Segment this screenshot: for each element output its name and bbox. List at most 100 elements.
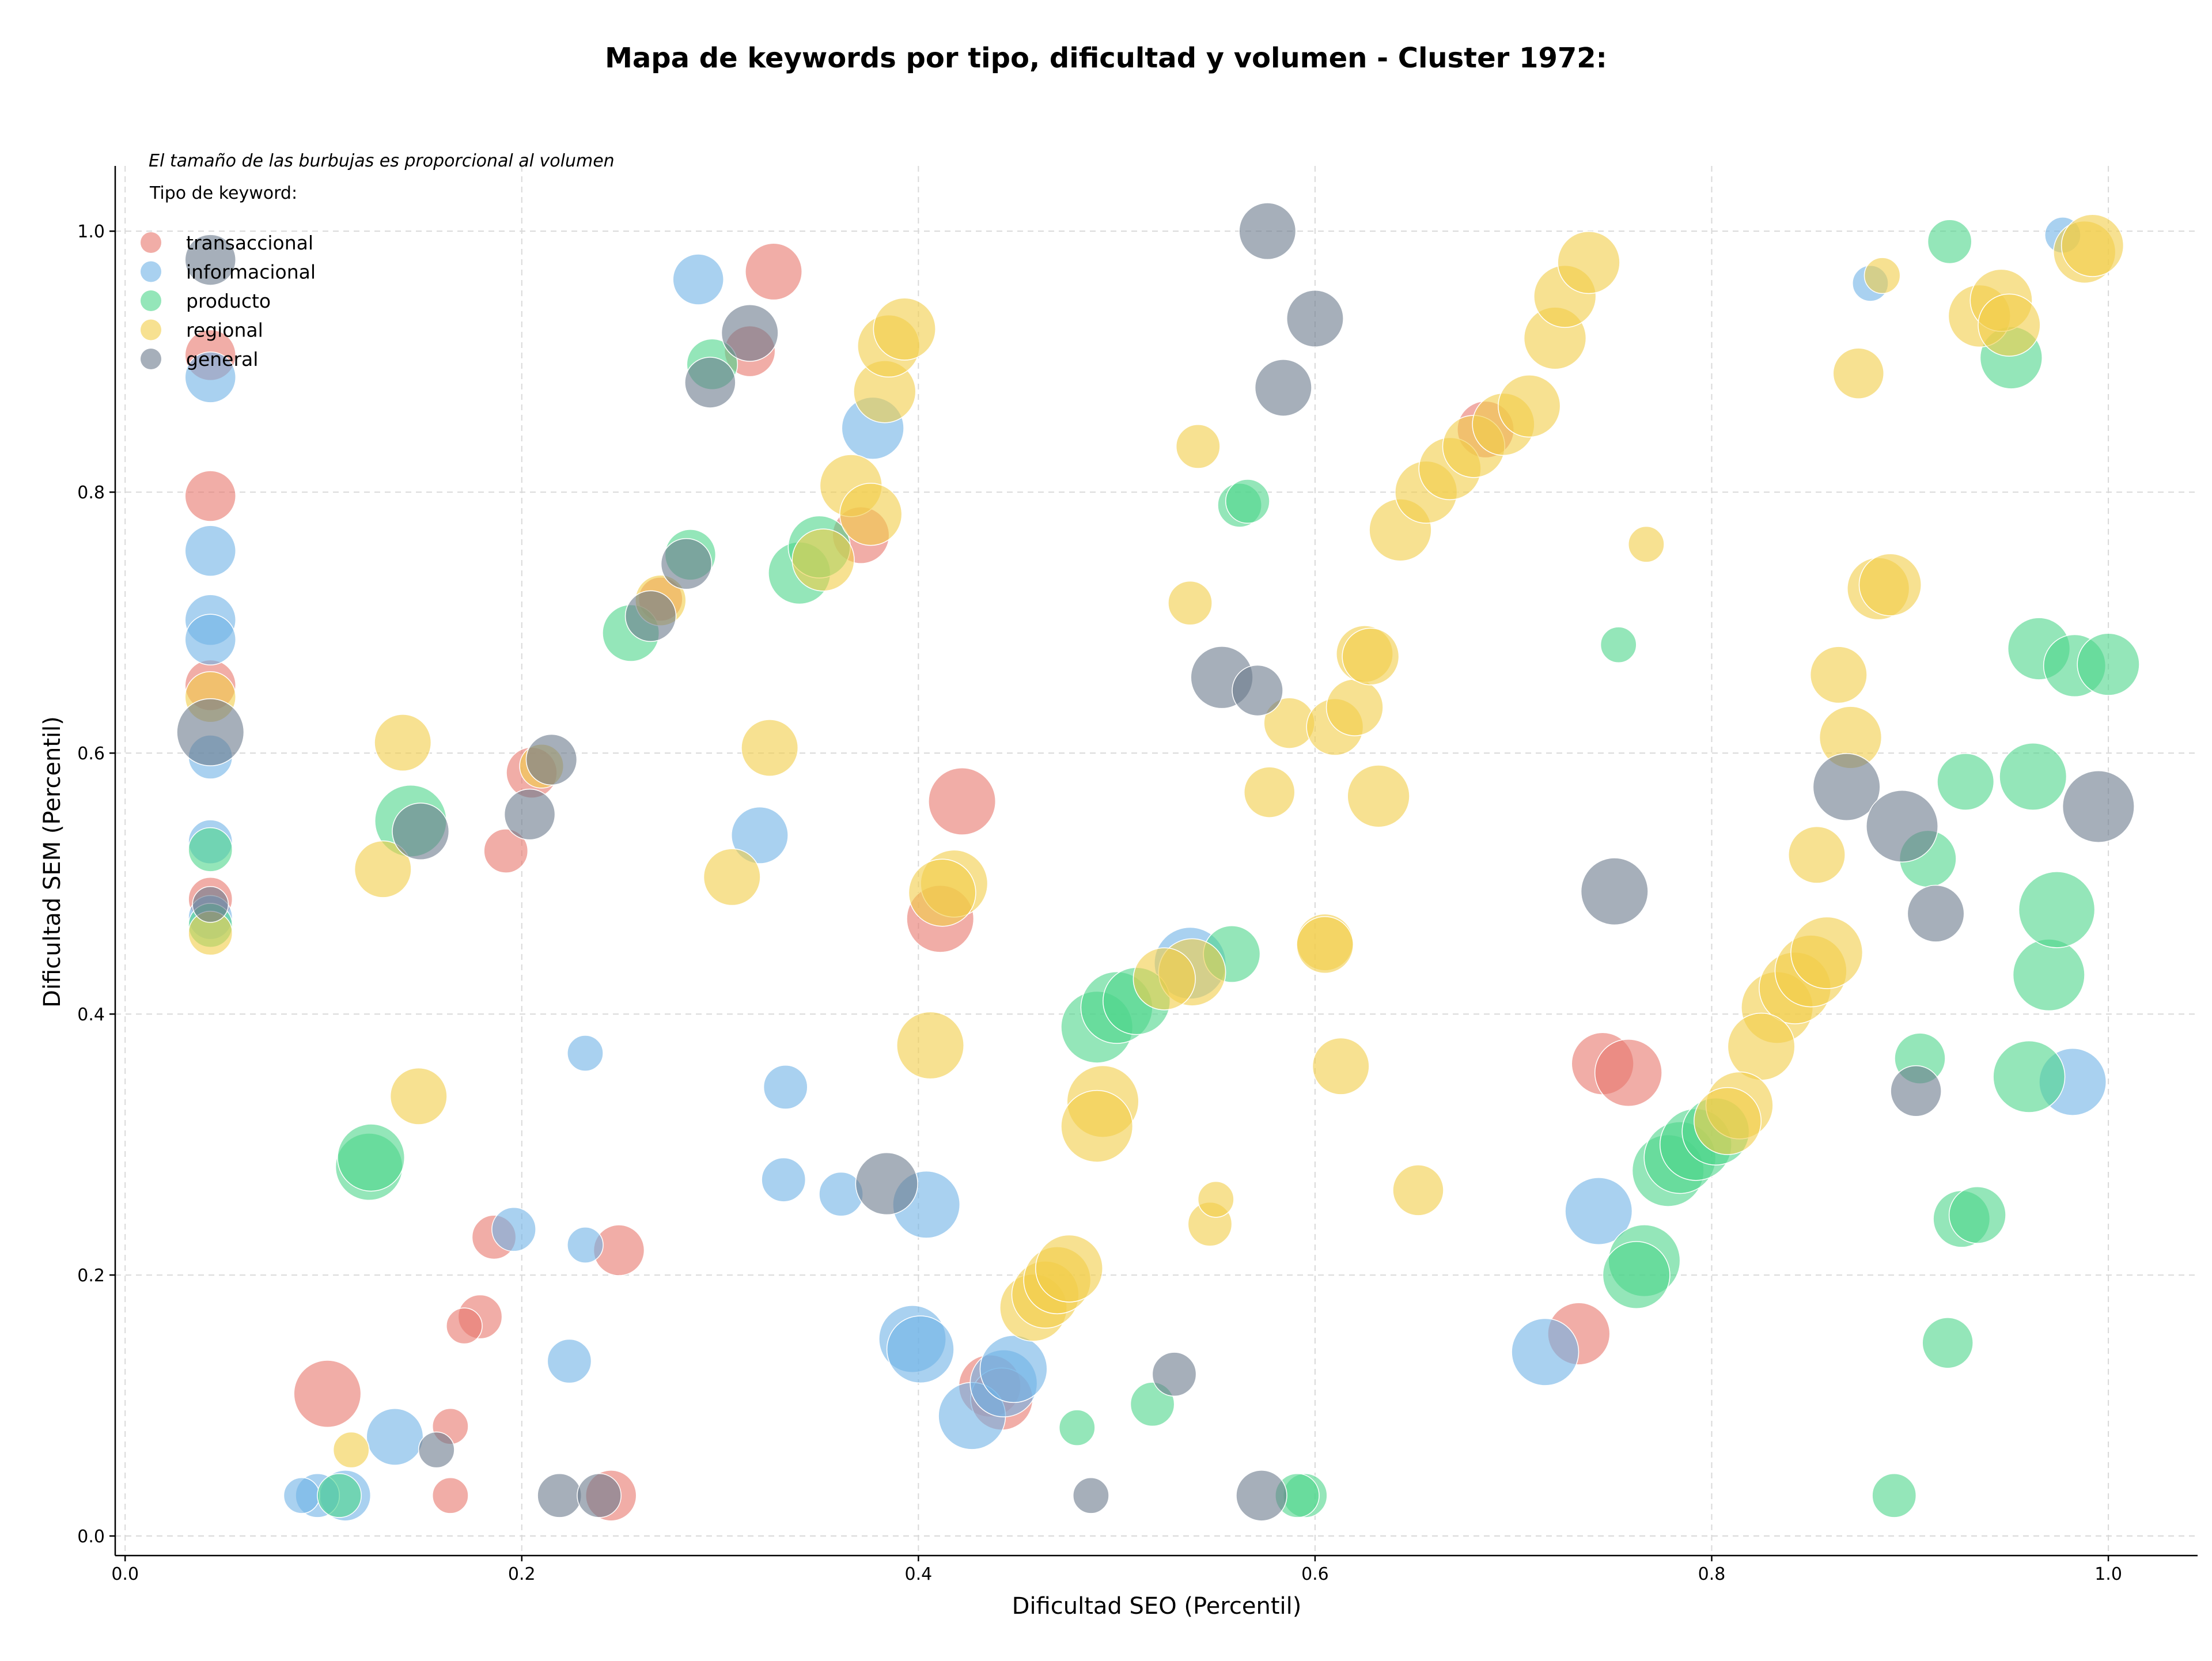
bubble-informacional (567, 1035, 604, 1072)
bubble-producto (1872, 1473, 1917, 1518)
bubble-general (577, 1473, 622, 1518)
bubble-transaccional (745, 243, 802, 301)
x-tick-label: 0.0 (111, 1564, 139, 1584)
bubble-producto (1993, 1040, 2066, 1113)
bubble-transaccional (928, 767, 997, 835)
bubble-general (192, 886, 229, 923)
bubble-regional (1809, 646, 1868, 704)
bubble-informacional (761, 1157, 806, 1202)
legend-label-transaccional: transaccional (186, 232, 313, 254)
bubble-producto (2077, 633, 2140, 696)
bubble-general (537, 1473, 582, 1518)
bubble-producto (1058, 1409, 1096, 1446)
bubble-general (1073, 1477, 1109, 1514)
bubble-general (1907, 884, 1965, 943)
chart-title: Mapa de keywords por tipo, dificultad y … (605, 42, 1607, 74)
bubble-regional (1727, 1012, 1796, 1081)
bubble-producto (317, 1473, 362, 1518)
y-tick-label: 0.2 (77, 1266, 105, 1286)
y-axis-label: Dificultad SEM (Percentil) (39, 716, 66, 1008)
bubble-regional (1498, 374, 1561, 438)
bubble-regional (1858, 553, 1922, 616)
legend-label-regional: regional (186, 319, 263, 342)
bubble-regional (791, 528, 855, 592)
legend-label-informacional: informacional (186, 261, 316, 283)
bubble-general (1286, 290, 1344, 347)
x-tick-label: 0.2 (508, 1564, 536, 1584)
bubble-general (1812, 753, 1881, 821)
bubble-general (418, 1431, 455, 1469)
bubble-informacional (283, 1477, 320, 1514)
bubble-general (855, 1152, 918, 1216)
x-tick-label: 0.8 (1698, 1564, 1726, 1584)
legend-marker-general (141, 349, 161, 369)
bubble-general (1236, 1470, 1287, 1522)
bubble-regional (1175, 424, 1221, 469)
bubble-regional (1628, 525, 1665, 563)
legend-label-general: general (186, 348, 258, 370)
legend-title: Tipo de keyword: (149, 183, 297, 203)
legend-marker-transaccional (141, 232, 161, 253)
bubble-regional (1060, 1089, 1134, 1163)
bubble-regional (1243, 766, 1296, 818)
bubble-informacional (567, 1227, 604, 1263)
bubble-regional (1325, 678, 1384, 736)
series-general (176, 202, 2135, 1522)
bubble-general (1580, 857, 1649, 926)
bubble-informacional (184, 525, 237, 577)
bubble-general (176, 698, 245, 766)
bubble-producto (1225, 479, 1270, 524)
bubble-regional (1342, 627, 1400, 686)
bubble-transaccional (431, 1477, 469, 1514)
bubble-transaccional (446, 1307, 483, 1345)
bubble-informacional (184, 351, 237, 403)
bubble-informacional (1565, 1177, 1633, 1246)
bubble-transaccional (1594, 1039, 1662, 1107)
bubble-regional (1132, 947, 1196, 1011)
x-tick-label: 1.0 (2094, 1564, 2122, 1584)
bubble-transaccional (293, 1360, 362, 1428)
bubble-regional (908, 858, 976, 927)
bubble-general (1238, 202, 1297, 260)
bubble-producto (1922, 1317, 1974, 1369)
y-tick-label: 0.4 (77, 1005, 105, 1025)
bubble-regional (839, 483, 903, 546)
x-tick-label: 0.6 (1301, 1564, 1329, 1584)
bubble-regional (1168, 580, 1213, 626)
bubble-producto (1999, 742, 2067, 811)
bubble-regional (1296, 916, 1354, 974)
bubble-informacional (491, 1206, 536, 1252)
bubble-general (2062, 770, 2135, 843)
bubble-regional (1197, 1181, 1234, 1218)
bubble-general (184, 234, 237, 286)
x-tick-label: 0.4 (904, 1564, 932, 1584)
bubble-regional (2061, 214, 2124, 277)
legend-marker-regional (141, 319, 161, 340)
bubble-general (1232, 664, 1283, 717)
bubble-regional (1978, 293, 2041, 357)
bubble-regional (1788, 826, 1846, 884)
bubble-producto (337, 1123, 406, 1192)
bubble-transaccional (483, 828, 529, 873)
y-tick-label: 0.6 (77, 744, 105, 764)
bubble-informacional (979, 1335, 1048, 1403)
bubble-producto (188, 827, 233, 872)
bubble-regional (1035, 1234, 1103, 1303)
bubble-general (1254, 359, 1312, 417)
axis-ticks: 0.0 0.2 0.4 0.6 0.8 1.0 0.0 0.2 0.4 0.6 0.8 1.0 (77, 222, 2122, 1584)
bubble-regional (896, 1011, 964, 1080)
bubble-regional (1312, 1037, 1370, 1095)
grid-lines (115, 166, 2198, 1556)
bubble-general (1866, 790, 1938, 862)
bubble-informacional (184, 614, 237, 665)
legend-marker-informacional (141, 261, 161, 282)
bubble-producto (2018, 871, 2096, 948)
bubble-regional (1347, 765, 1410, 828)
bubble-general (660, 538, 713, 590)
bubble-producto (2012, 939, 2085, 1012)
bubble-general (503, 788, 556, 841)
bubble-transaccional (184, 470, 237, 522)
bubble-regional (354, 840, 412, 898)
legend-marker-producto (141, 290, 161, 311)
